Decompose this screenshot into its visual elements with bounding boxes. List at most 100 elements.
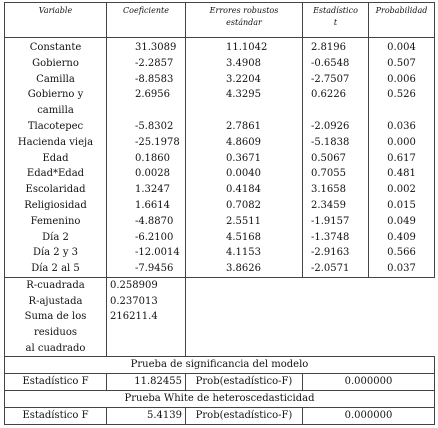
test-title-row: Prueba White de heteroscedasticidad	[4, 390, 435, 409]
table-row: Gobierno -2.2857 3.4908 -0.6548 0.507	[4, 55, 435, 72]
cell-probabilidad: 0.036	[368, 118, 435, 135]
cell-variable: Gobierno	[4, 55, 107, 72]
cell-variable: Día 2 al 5	[4, 261, 107, 278]
table-row: Constante 31.3089 11.1042 2.8196 0.004	[4, 37, 435, 56]
test-stat-row: Estadístico F 5.4139 Prob(estadístico-F) 0.…	[4, 407, 435, 426]
cell-coeficiente: 1.6614	[106, 197, 186, 214]
cell-probabilidad: 0.617	[368, 150, 435, 167]
cell-coeficiente: -8.8583	[106, 71, 186, 88]
cell-error: 11.1042	[185, 37, 303, 56]
cell-coeficiente: 31.3089	[106, 37, 186, 56]
cell-error: 0.0040	[185, 166, 303, 183]
fit-label: R-cuadrada	[4, 276, 107, 294]
fit-row: al cuadrado	[4, 340, 435, 358]
header-estadistico: Estadístico t	[302, 2, 369, 38]
cell-variable: Hacienda vieja	[4, 134, 107, 151]
test-stat-row: Estadístico F 11.82455 Prob(estadístico-F)…	[4, 373, 435, 392]
cell-probabilidad: 0.409	[368, 229, 435, 246]
cell-coeficiente: 2.6956	[106, 87, 186, 119]
cell-estadistico: 2.3459	[302, 197, 369, 214]
cell-coeficiente: -7.9456	[106, 261, 186, 278]
cell-variable: Religiosidad	[4, 197, 107, 214]
cell-error: 3.4908	[185, 55, 303, 72]
cell-estadistico: -1.3748	[302, 229, 369, 246]
table-row: Edad 0.1860 0.3671 0.5067 0.617	[4, 150, 435, 167]
cell-probabilidad: 0.049	[368, 213, 435, 230]
cell-probabilidad: 0.037	[368, 261, 435, 278]
header-variable: Variable	[4, 2, 107, 38]
cell-probabilidad: 0.015	[368, 197, 435, 214]
fit-label: al cuadrado	[4, 340, 107, 358]
cell-error: 3.8626	[185, 261, 303, 278]
table-row: Día 2 y 3 -12.0014 4.1153 -2.9163 0.566	[4, 245, 435, 262]
cell-probabilidad: 0.526	[368, 87, 435, 119]
cell-error: 4.5168	[185, 229, 303, 246]
cell-probabilidad: 0.006	[368, 71, 435, 88]
cell-estadistico: -2.7507	[302, 71, 369, 88]
tests-body: Prueba de significancia del modelo Estadí…	[4, 356, 435, 426]
header-row: Variable Coeficiente Errores robustos es…	[4, 2, 435, 38]
coefficients-body: Constante 31.3089 11.1042 2.8196 0.004 Gobier…	[4, 37, 435, 278]
test-prob-label: Prob(estadístico-F)	[185, 407, 303, 426]
cell-probabilidad: 0.000	[368, 134, 435, 151]
cell-estadistico: 3.1658	[302, 182, 369, 198]
cell-coeficiente: -4.8870	[106, 213, 186, 230]
table-row: Edad*Edad 0.0028 0.0040 0.7055 0.481	[4, 166, 435, 183]
header-estadistico-line2: t	[333, 18, 338, 27]
cell-variable: Edad*Edad	[4, 166, 107, 183]
cell-coeficiente: 0.1860	[106, 150, 186, 167]
cell-probabilidad: 0.002	[368, 182, 435, 198]
cell-estadistico: 0.6226	[302, 87, 369, 119]
cell-variable: Día 2 y 3	[4, 245, 107, 262]
cell-estadistico: -2.0926	[302, 118, 369, 135]
table-row: Día 2 al 5 -7.9456 3.8626 -2.0571 0.037	[4, 261, 435, 278]
cell-probabilidad: 0.481	[368, 166, 435, 183]
table-row: Femenino -4.8870 2.5511 -1.9157 0.049	[4, 213, 435, 230]
fit-row: R-cuadrada 0.258909	[4, 276, 435, 357]
regression-table-container: Variable Coeficiente Errores robustos es…	[4, 2, 435, 426]
fit-label: Suma de los residuos	[4, 309, 107, 341]
table-row: Gobierno y camilla 2.6956 4.3295 0.6226 0.52…	[4, 87, 435, 119]
fit-row: Suma de los residuos 216211.4	[4, 309, 435, 341]
cell-error: 2.7861	[185, 118, 303, 135]
cell-estadistico: 0.5067	[302, 150, 369, 167]
cell-error: 2.5511	[185, 213, 303, 230]
cell-variable: Día 2	[4, 229, 107, 246]
cell-probabilidad: 0.566	[368, 245, 435, 262]
header-estadistico-line1: Estadístico	[313, 6, 358, 15]
table-row: Camilla -8.8583 3.2204 -2.7507 0.006	[4, 71, 435, 88]
test-stat-value: 11.82455	[106, 373, 186, 392]
cell-error: 4.8609	[185, 134, 303, 151]
cell-variable: Femenino	[4, 213, 107, 230]
cell-estadistico: -5.1838	[302, 134, 369, 151]
regression-results-table: Variable Coeficiente Errores robustos es…	[4, 2, 435, 426]
fit-value: 0.237013	[106, 293, 186, 310]
table-row: Religiosidad 1.6614 0.7082 2.3459 0.015	[4, 197, 435, 214]
fit-value: 216211.4	[106, 309, 186, 341]
cell-variable: Edad	[4, 150, 107, 167]
cell-estadistico: -0.6548	[302, 55, 369, 72]
test-prob-label: Prob(estadístico-F)	[185, 373, 303, 392]
cell-coeficiente: -6.2100	[106, 229, 186, 246]
table-row: Día 2 -6.2100 4.5168 -1.3748 0.409	[4, 229, 435, 246]
fit-label: R-ajustada	[4, 293, 107, 310]
cell-variable: Camilla	[4, 71, 107, 88]
cell-estadistico: 0.7055	[302, 166, 369, 183]
cell-coeficiente: -25.1978	[106, 134, 186, 151]
test-prob-value: 0.000000	[302, 407, 435, 426]
header-errores-line1: Errores robustos	[209, 6, 279, 15]
test-title: Prueba White de heteroscedasticidad	[4, 390, 435, 409]
cell-error: 0.7082	[185, 197, 303, 214]
cell-coeficiente: -5.8302	[106, 118, 186, 135]
test-stat-label: Estadístico F	[4, 407, 107, 426]
cell-error: 4.1153	[185, 245, 303, 262]
cell-variable: Escolaridad	[4, 182, 107, 198]
header-errores: Errores robustos estándar	[185, 2, 303, 38]
cell-coeficiente: 1.3247	[106, 182, 186, 198]
table-row: Hacienda vieja -25.1978 4.8609 -5.1838 0.000	[4, 134, 435, 151]
cell-probabilidad: 0.004	[368, 37, 435, 56]
cell-error: 0.4184	[185, 182, 303, 198]
fit-value: 0.258909	[106, 276, 186, 294]
fit-stats-body: R-cuadrada 0.258909 R-ajustada 0.237013 Suma…	[4, 276, 435, 358]
cell-estadistico: 2.8196	[302, 37, 369, 56]
